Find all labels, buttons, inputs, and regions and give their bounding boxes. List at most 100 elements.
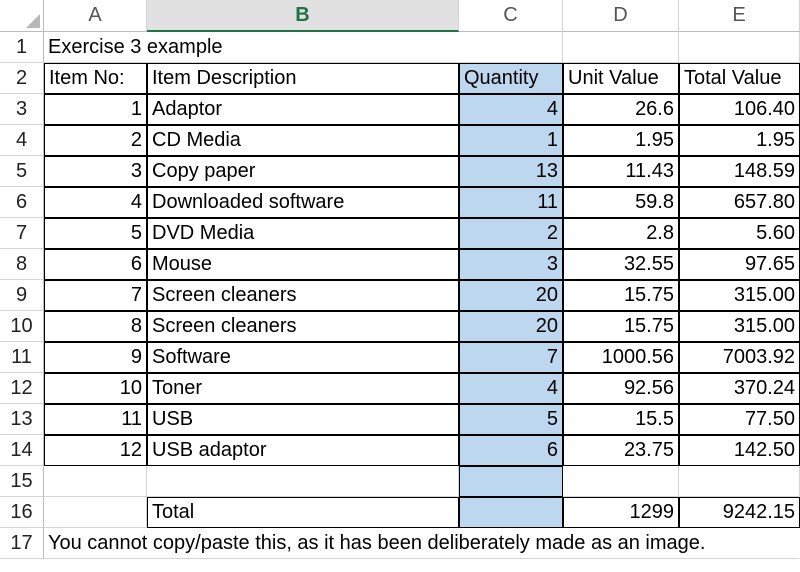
row-header[interactable]: 3 [0,94,44,125]
quantity-cell[interactable]: 1 [459,125,563,156]
row-header[interactable]: 7 [0,218,44,249]
quantity-cell[interactable]: 3 [459,249,563,280]
header-quantity[interactable]: Quantity [459,63,563,94]
unit-value-cell[interactable]: 26.6 [563,94,679,125]
item-number-cell[interactable]: 4 [44,187,147,218]
item-number-cell[interactable]: 1 [44,94,147,125]
total-value-cell[interactable]: 315.00 [679,311,800,342]
total-label-cell[interactable]: Total [147,497,459,528]
grand-total-cell[interactable]: 9242.15 [679,497,800,528]
note-cell[interactable]: You cannot copy/paste this, as it has be… [44,528,800,559]
total-value-cell[interactable]: 106.40 [679,94,800,125]
item-number-cell[interactable]: 10 [44,373,147,404]
select-all-corner[interactable] [0,0,44,32]
item-description-cell[interactable]: Adaptor [147,94,459,125]
item-description-cell[interactable]: Copy paper [147,156,459,187]
row-header[interactable]: 1 [0,32,44,63]
header-unit-value[interactable]: Unit Value [563,63,679,94]
item-description-cell[interactable]: Screen cleaners [147,280,459,311]
unit-value-cell[interactable]: 23.75 [563,435,679,466]
unit-value-total-cell[interactable]: 1299 [563,497,679,528]
row-header[interactable]: 16 [0,497,44,528]
row-header[interactable]: 8 [0,249,44,280]
cell[interactable] [679,466,800,497]
unit-value-cell[interactable]: 92.56 [563,373,679,404]
total-value-cell[interactable]: 7003.92 [679,342,800,373]
column-header-a[interactable]: A [44,0,147,32]
item-number-cell[interactable]: 9 [44,342,147,373]
item-number-cell[interactable]: 7 [44,280,147,311]
item-description-cell[interactable]: CD Media [147,125,459,156]
quantity-cell[interactable]: 13 [459,156,563,187]
cell[interactable] [459,32,563,63]
item-number-cell[interactable]: 8 [44,311,147,342]
item-description-cell[interactable]: Toner [147,373,459,404]
title-cell[interactable]: Exercise 3 example [44,32,459,63]
row-header[interactable]: 4 [0,125,44,156]
item-description-cell[interactable]: USB [147,404,459,435]
cell[interactable] [679,32,800,63]
row-header[interactable]: 9 [0,280,44,311]
total-value-cell[interactable]: 315.00 [679,280,800,311]
total-value-cell[interactable]: 97.65 [679,249,800,280]
row-header[interactable]: 2 [0,63,44,94]
unit-value-cell[interactable]: 32.55 [563,249,679,280]
total-value-cell[interactable]: 142.50 [679,435,800,466]
row-header[interactable]: 15 [0,466,44,497]
item-number-cell[interactable]: 3 [44,156,147,187]
item-description-cell[interactable]: Mouse [147,249,459,280]
total-value-cell[interactable]: 5.60 [679,218,800,249]
quantity-cell[interactable] [459,466,563,497]
item-description-cell[interactable]: DVD Media [147,218,459,249]
item-number-cell[interactable]: 2 [44,125,147,156]
unit-value-cell[interactable]: 15.75 [563,311,679,342]
total-value-cell[interactable]: 148.59 [679,156,800,187]
column-header-b[interactable]: B [147,0,459,32]
unit-value-cell[interactable]: 2.8 [563,218,679,249]
row-header[interactable]: 6 [0,187,44,218]
quantity-cell[interactable]: 4 [459,94,563,125]
cell[interactable] [563,32,679,63]
quantity-cell[interactable]: 20 [459,280,563,311]
row-header[interactable]: 10 [0,311,44,342]
cell[interactable] [44,466,147,497]
quantity-cell[interactable]: 4 [459,373,563,404]
quantity-cell[interactable] [459,497,563,528]
total-value-cell[interactable]: 1.95 [679,125,800,156]
unit-value-cell[interactable]: 59.8 [563,187,679,218]
unit-value-cell[interactable]: 15.75 [563,280,679,311]
column-header-d[interactable]: D [563,0,679,32]
row-header[interactable]: 11 [0,342,44,373]
row-header[interactable]: 14 [0,435,44,466]
cell[interactable] [563,466,679,497]
item-number-cell[interactable]: 6 [44,249,147,280]
header-total-value[interactable]: Total Value [679,63,800,94]
unit-value-cell[interactable]: 15.5 [563,404,679,435]
cell[interactable] [147,466,459,497]
item-description-cell[interactable]: Software [147,342,459,373]
row-header[interactable]: 12 [0,373,44,404]
column-header-e[interactable]: E [679,0,800,32]
quantity-cell[interactable]: 20 [459,311,563,342]
row-header[interactable]: 17 [0,528,44,559]
row-header[interactable]: 5 [0,156,44,187]
column-header-c[interactable]: C [459,0,563,32]
quantity-cell[interactable]: 11 [459,187,563,218]
item-description-cell[interactable]: Screen cleaners [147,311,459,342]
unit-value-cell[interactable]: 11.43 [563,156,679,187]
item-description-cell[interactable]: USB adaptor [147,435,459,466]
quantity-cell[interactable]: 7 [459,342,563,373]
item-number-cell[interactable]: 5 [44,218,147,249]
cell[interactable] [44,497,147,528]
quantity-cell[interactable]: 6 [459,435,563,466]
unit-value-cell[interactable]: 1000.56 [563,342,679,373]
unit-value-cell[interactable]: 1.95 [563,125,679,156]
quantity-cell[interactable]: 5 [459,404,563,435]
total-value-cell[interactable]: 77.50 [679,404,800,435]
quantity-cell[interactable]: 2 [459,218,563,249]
item-number-cell[interactable]: 12 [44,435,147,466]
total-value-cell[interactable]: 657.80 [679,187,800,218]
header-item-description[interactable]: Item Description [147,63,459,94]
row-header[interactable]: 13 [0,404,44,435]
header-item-no[interactable]: Item No: [44,63,147,94]
